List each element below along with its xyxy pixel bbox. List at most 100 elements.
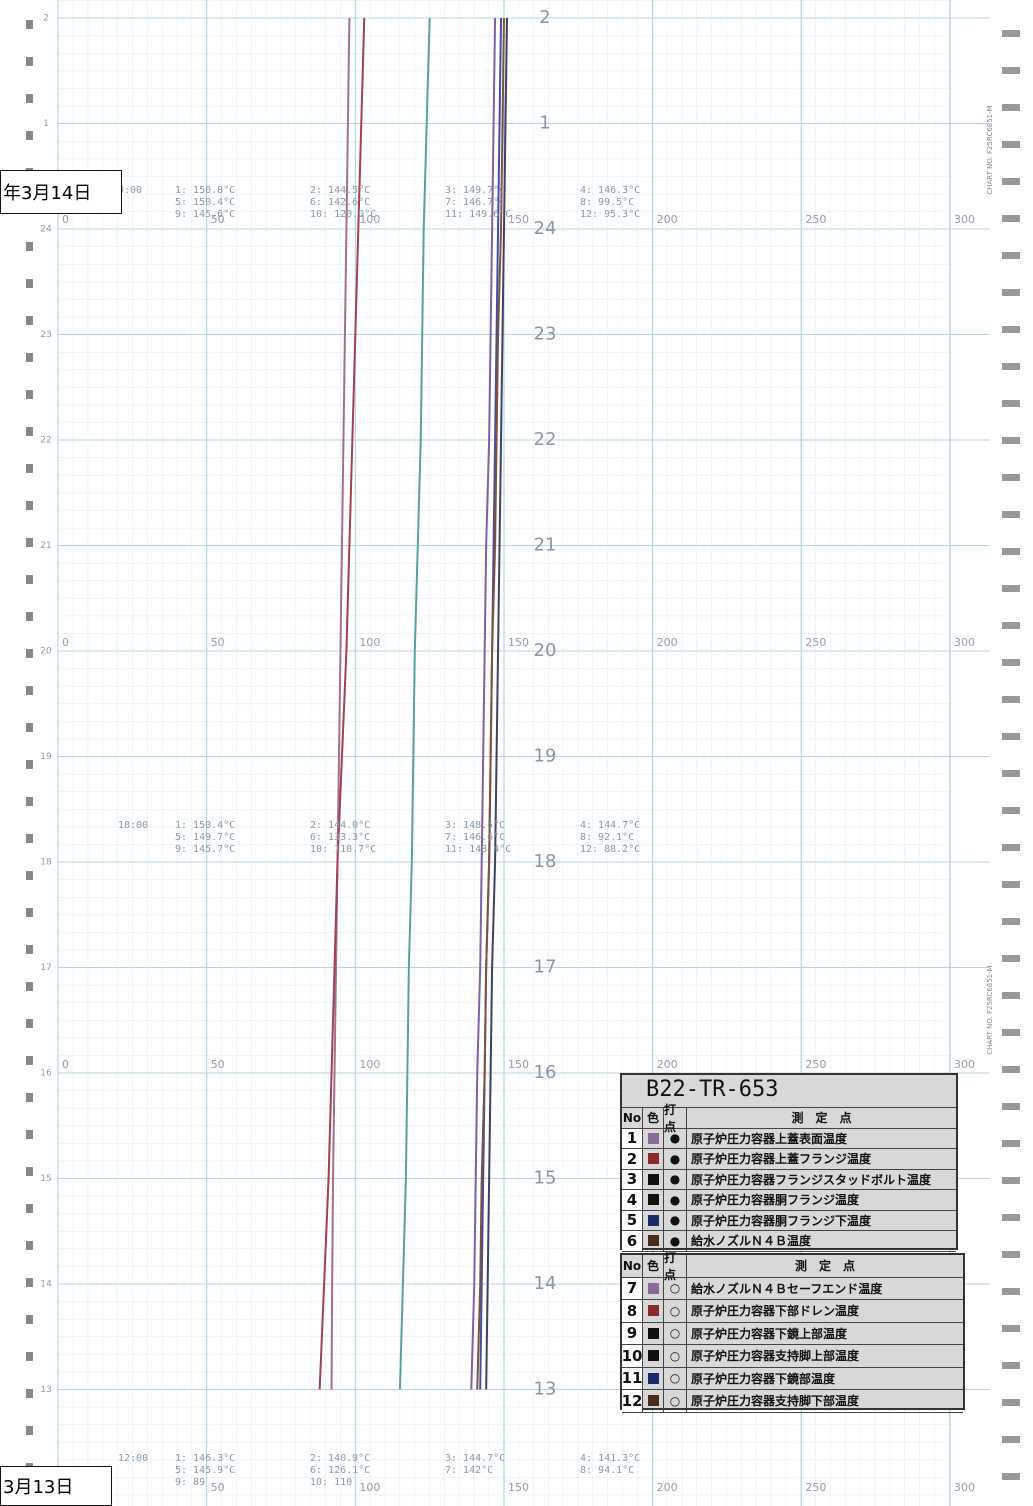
legend-name: 原子炉圧力容器胴フランジ温度 — [691, 1193, 860, 1208]
legend-no: 3 — [622, 1169, 643, 1189]
hour-label: 19 — [534, 746, 557, 767]
x-tick-label: 250 — [805, 1481, 826, 1494]
readout-value: 12: 88.2°C — [580, 844, 640, 855]
readout-value: 2: 144.0°C — [310, 820, 370, 831]
readout-value: 1: 150.4°C — [175, 820, 235, 831]
legend-swatch — [647, 1372, 659, 1384]
readout-value: 6: 142.6°C — [310, 197, 370, 208]
x-tick-label: 200 — [657, 213, 678, 226]
legend-swatch — [647, 1282, 659, 1294]
legend-no: 6 — [622, 1231, 643, 1251]
legend-color-cell — [643, 1190, 664, 1210]
legend-swatch — [647, 1173, 659, 1185]
readout-value: 8: 99.5°C — [580, 197, 634, 208]
readout-value: 1: 146.3°C — [175, 1453, 235, 1464]
legend-name: 原子炉圧力容器下部ドレン温度 — [691, 1304, 860, 1319]
trace — [476, 17, 505, 1390]
legend-color-cell — [643, 1169, 664, 1189]
x-tick-label: 100 — [359, 1058, 380, 1071]
readout-value: 2: 144.5°C — [310, 185, 370, 196]
chart-number: CHART NO. F25RC6851-M — [986, 105, 994, 194]
legend-row: 2 ● 原子炉圧力容器上蓋フランジ温度 — [622, 1149, 956, 1170]
x-tick-label: 300 — [954, 636, 975, 649]
hour-label: 15 — [534, 1168, 557, 1189]
legend-row: 1 ● 原子炉圧力容器上蓋表面温度 — [622, 1128, 956, 1149]
legend-swatch — [647, 1395, 659, 1407]
x-tick-label: 50 — [211, 636, 225, 649]
chart-number: CHART NO. F25RC6851-M — [986, 965, 994, 1054]
legend: B22-TR-653 No 色打点 測 定 点 1 ● 原子炉圧力容器上蓋表面温度 2 ● 原子… — [620, 1073, 958, 1252]
readout-value: 9: 145.7°C — [175, 844, 235, 855]
legend-color-cell — [643, 1277, 664, 1299]
readout-value: 10: 118.7°C — [310, 844, 376, 855]
legend-header-cell: 色 — [643, 1108, 664, 1128]
legend-dot: ● — [664, 1190, 687, 1210]
readout-value: 10: 110 — [310, 1477, 352, 1488]
legend-header-cell: 打点 — [664, 1103, 687, 1134]
legend-name: 原子炉圧力容器支持脚上部温度 — [691, 1349, 860, 1364]
hour-label: 20 — [534, 640, 557, 661]
hour-label: 13 — [534, 1379, 557, 1400]
hour-label-small: 22 — [40, 436, 51, 446]
legend-row: 3 ● 原子炉圧力容器フランジスタッドボルト温度 — [622, 1169, 956, 1190]
legend-name: 原子炉圧力容器下鏡上部温度 — [691, 1326, 848, 1341]
legend-header: No 色打点 測 定 点 — [622, 1103, 956, 1134]
hour-label: 21 — [534, 535, 557, 556]
x-tick-label: 150 — [508, 1058, 529, 1071]
hour-label: 18 — [534, 851, 557, 872]
legend-swatch — [647, 1327, 659, 1339]
hour-label-small: 2 — [43, 14, 49, 24]
legend-header-cell: No — [622, 1255, 643, 1277]
hour-label: 2 — [539, 7, 550, 28]
legend-swatch — [647, 1305, 659, 1317]
trace — [470, 17, 497, 1390]
readout-value: 7: 142°C — [445, 1465, 493, 1476]
x-tick-label: 200 — [657, 1481, 678, 1494]
legend-name: 原子炉圧力容器下鏡部温度 — [691, 1371, 836, 1386]
readout-value: 9: 89 — [175, 1477, 205, 1488]
hour-label-small: 21 — [40, 541, 51, 551]
readout-value: 4: 144.7°C — [580, 820, 640, 831]
x-tick-label: 0 — [62, 636, 69, 649]
perforation — [26, 20, 36, 1500]
x-tick-label: 50 — [211, 213, 225, 226]
x-tick-label: 100 — [359, 636, 380, 649]
hour-label-small: 1 — [43, 119, 49, 129]
x-tick-label: 250 — [805, 1058, 826, 1071]
readout-value: 1: 150.8°C — [175, 185, 235, 196]
readout-value: 6: 133.3°C — [310, 832, 370, 843]
hour-label-small: 14 — [40, 1280, 52, 1290]
legend-header-cell: 測 定 点 — [791, 1111, 852, 1126]
legend-header: No 色打点 測 定 点 — [622, 1251, 963, 1282]
x-tick-label: 200 — [657, 1058, 678, 1071]
legend-row: 8 ○ 原子炉圧力容器下部ドレン温度 — [622, 1300, 963, 1323]
hour-label: 1 — [539, 113, 550, 134]
readout-value: 4: 146.3°C — [580, 185, 640, 196]
legend-swatch — [647, 1214, 659, 1226]
readout-time: 18:00 — [118, 820, 148, 831]
x-tick-label: 200 — [657, 636, 678, 649]
legend-row: 6 ● 給水ノズルＮ４Ｂ温度 — [622, 1231, 956, 1252]
legend-no: 11 — [621, 1367, 643, 1389]
legend-row: 5 ● 原子炉圧力容器胴フランジ下温度 — [622, 1210, 956, 1231]
readout-value: 2: 140.9°C — [310, 1453, 370, 1464]
x-tick-label: 300 — [954, 1481, 975, 1494]
x-tick-label: 300 — [954, 213, 975, 226]
trace — [330, 17, 351, 1390]
hour-label: 17 — [534, 957, 557, 978]
readout-value: 3: 148.5°C — [445, 820, 505, 831]
legend-row: 12 ○ 原子炉圧力容器支持脚下部温度 — [622, 1390, 963, 1413]
legend-row: 9 ○ 原子炉圧力容器下鏡上部温度 — [622, 1322, 963, 1345]
readout-value: 11: 148.4°C — [445, 844, 511, 855]
legend-color-cell — [643, 1300, 664, 1322]
readout-value: 3: 149.7°C — [445, 185, 505, 196]
readout-value: 4: 141.3°C — [580, 1453, 640, 1464]
legend-dot: ● — [664, 1231, 687, 1251]
readout-value: 6: 126.1°C — [310, 1465, 370, 1476]
legend-swatch — [647, 1235, 659, 1247]
legend-no: 12 — [621, 1390, 643, 1412]
legend-color-cell — [643, 1149, 664, 1169]
legend: No 色打点 測 定 点 7 ○ 給水ノズルＮ４Ｂセーフエンド温度 8 ○ 原子炉圧力容器下部ド… — [620, 1251, 965, 1413]
